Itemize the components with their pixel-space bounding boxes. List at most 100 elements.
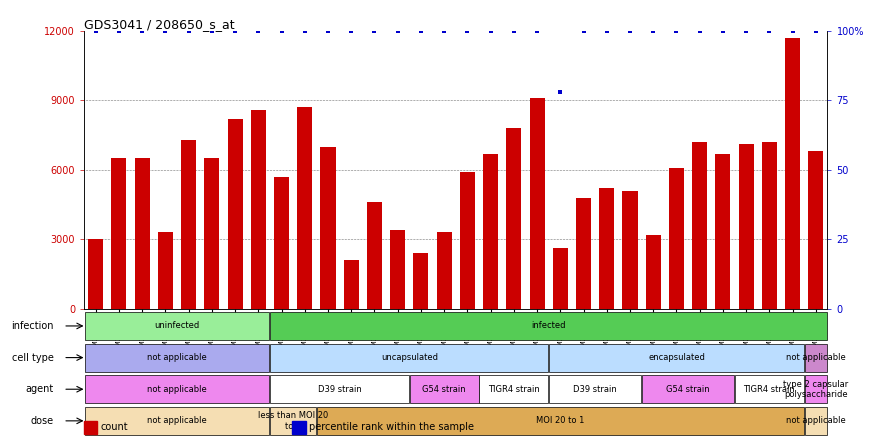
Text: cell type: cell type: [12, 353, 54, 363]
Point: [204, 28, 219, 35]
Bar: [181, 140, 196, 309]
Text: G54 strain: G54 strain: [422, 385, 466, 394]
Text: D39 strain: D39 strain: [573, 385, 617, 394]
Bar: [715, 154, 730, 309]
Bar: [436, 232, 451, 309]
Bar: [599, 188, 614, 309]
Text: infection: infection: [12, 321, 54, 331]
Bar: [320, 147, 335, 309]
Bar: [553, 249, 568, 309]
Point: [251, 28, 266, 35]
Bar: [529, 98, 544, 309]
Point: [460, 28, 474, 35]
FancyBboxPatch shape: [317, 407, 804, 435]
Bar: [250, 110, 266, 309]
Text: type 2 capsular
polysaccharide: type 2 capsular polysaccharide: [783, 380, 849, 399]
Text: not applicable: not applicable: [786, 416, 846, 425]
FancyBboxPatch shape: [271, 312, 827, 340]
FancyBboxPatch shape: [804, 407, 827, 435]
Bar: [112, 158, 127, 309]
Point: [158, 28, 173, 35]
Point: [181, 28, 196, 35]
FancyBboxPatch shape: [735, 375, 804, 403]
Text: G54 strain: G54 strain: [666, 385, 710, 394]
Text: uncapsulated: uncapsulated: [381, 353, 438, 362]
Text: not applicable: not applicable: [147, 416, 207, 425]
Bar: [84, 421, 97, 434]
Text: TIGR4 strain: TIGR4 strain: [743, 385, 796, 394]
Text: dose: dose: [31, 416, 54, 426]
Point: [135, 28, 150, 35]
Text: encapsulated: encapsulated: [648, 353, 705, 362]
FancyBboxPatch shape: [271, 344, 548, 372]
Point: [507, 28, 521, 35]
Point: [344, 28, 358, 35]
Text: not applicable: not applicable: [786, 353, 846, 362]
Bar: [274, 177, 289, 309]
Bar: [158, 232, 173, 309]
Bar: [460, 172, 475, 309]
Bar: [390, 230, 405, 309]
Point: [786, 28, 800, 35]
Bar: [413, 253, 428, 309]
FancyBboxPatch shape: [480, 375, 548, 403]
Point: [646, 28, 660, 35]
Text: MOI 20 to 1: MOI 20 to 1: [536, 416, 584, 425]
FancyBboxPatch shape: [804, 344, 827, 372]
Bar: [292, 421, 305, 434]
FancyBboxPatch shape: [410, 375, 479, 403]
Text: uninfected: uninfected: [154, 321, 200, 330]
Point: [437, 28, 451, 35]
Text: percentile rank within the sample: percentile rank within the sample: [309, 422, 473, 432]
Point: [576, 28, 590, 35]
Bar: [343, 260, 358, 309]
Bar: [762, 142, 777, 309]
Bar: [692, 142, 707, 309]
Point: [483, 28, 497, 35]
Point: [414, 28, 428, 35]
Text: infected: infected: [532, 321, 566, 330]
Point: [739, 28, 753, 35]
Bar: [576, 198, 591, 309]
Bar: [646, 234, 661, 309]
FancyBboxPatch shape: [85, 344, 269, 372]
Text: D39 strain: D39 strain: [318, 385, 361, 394]
Bar: [785, 38, 800, 309]
Point: [669, 28, 683, 35]
Bar: [135, 158, 150, 309]
Bar: [483, 154, 498, 309]
Bar: [622, 190, 637, 309]
Point: [274, 28, 289, 35]
Bar: [297, 107, 312, 309]
Point: [297, 28, 312, 35]
Text: not applicable: not applicable: [147, 385, 207, 394]
Point: [809, 28, 823, 35]
FancyBboxPatch shape: [550, 344, 804, 372]
Point: [716, 28, 730, 35]
Text: TIGR4 strain: TIGR4 strain: [488, 385, 540, 394]
Bar: [669, 167, 684, 309]
Point: [762, 28, 776, 35]
Text: not applicable: not applicable: [147, 353, 207, 362]
Bar: [227, 119, 242, 309]
FancyBboxPatch shape: [271, 375, 409, 403]
Text: less than MOI 20
to 1: less than MOI 20 to 1: [258, 411, 328, 431]
Bar: [739, 144, 754, 309]
Text: GDS3041 / 208650_s_at: GDS3041 / 208650_s_at: [84, 18, 235, 31]
Point: [321, 28, 335, 35]
Point: [623, 28, 637, 35]
FancyBboxPatch shape: [85, 312, 269, 340]
Bar: [367, 202, 382, 309]
FancyBboxPatch shape: [804, 375, 827, 403]
Bar: [506, 128, 521, 309]
Point: [553, 88, 567, 95]
Point: [693, 28, 707, 35]
Point: [228, 28, 242, 35]
Point: [112, 28, 126, 35]
Point: [600, 28, 614, 35]
FancyBboxPatch shape: [85, 375, 269, 403]
Bar: [88, 239, 104, 309]
Point: [390, 28, 404, 35]
FancyBboxPatch shape: [550, 375, 641, 403]
Point: [88, 28, 103, 35]
